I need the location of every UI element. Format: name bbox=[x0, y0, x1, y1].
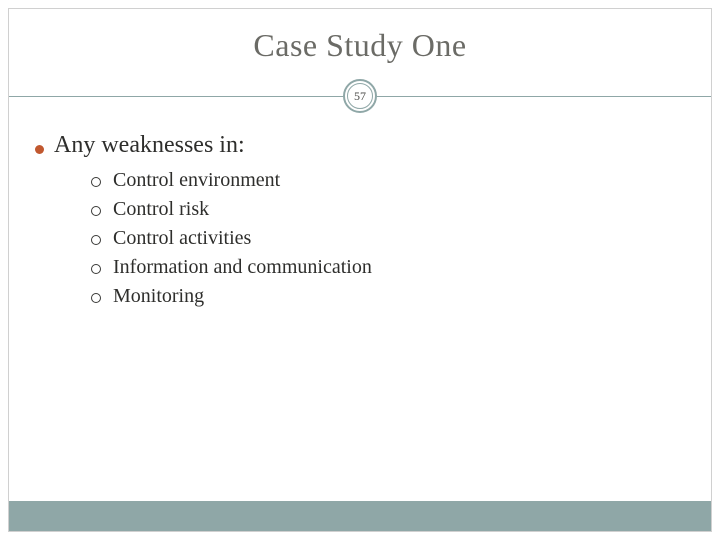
list-item-label: Control environment bbox=[113, 169, 280, 192]
heading-text: Any weaknesses in: bbox=[54, 132, 245, 159]
circle-bullet-icon bbox=[91, 206, 101, 216]
list-item-label: Information and communication bbox=[113, 256, 372, 279]
list-item-label: Control activities bbox=[113, 227, 251, 250]
footer-band bbox=[9, 501, 711, 531]
page-number-badge: 57 bbox=[343, 79, 377, 113]
circle-bullet-icon bbox=[91, 235, 101, 245]
list-item-label: Control risk bbox=[113, 198, 209, 221]
content-area: Any weaknesses in: Control environment C… bbox=[9, 114, 711, 308]
circle-bullet-icon bbox=[91, 293, 101, 303]
list-item-label: Monitoring bbox=[113, 285, 204, 308]
circle-bullet-icon bbox=[91, 264, 101, 274]
page-number: 57 bbox=[354, 89, 366, 104]
title-divider: 57 bbox=[9, 78, 711, 114]
list-item: Control activities bbox=[91, 227, 685, 250]
slide-title: Case Study One bbox=[9, 27, 711, 64]
dot-bullet-icon bbox=[35, 145, 44, 154]
title-area: Case Study One bbox=[9, 9, 711, 64]
circle-bullet-icon bbox=[91, 177, 101, 187]
sub-bullet-list: Control environment Control risk Control… bbox=[91, 169, 685, 308]
list-item: Monitoring bbox=[91, 285, 685, 308]
list-item: Information and communication bbox=[91, 256, 685, 279]
list-item: Control environment bbox=[91, 169, 685, 192]
bullet-lvl1: Any weaknesses in: bbox=[35, 132, 685, 159]
list-item: Control risk bbox=[91, 198, 685, 221]
slide-frame: Case Study One 57 Any weaknesses in: Con… bbox=[8, 8, 712, 532]
